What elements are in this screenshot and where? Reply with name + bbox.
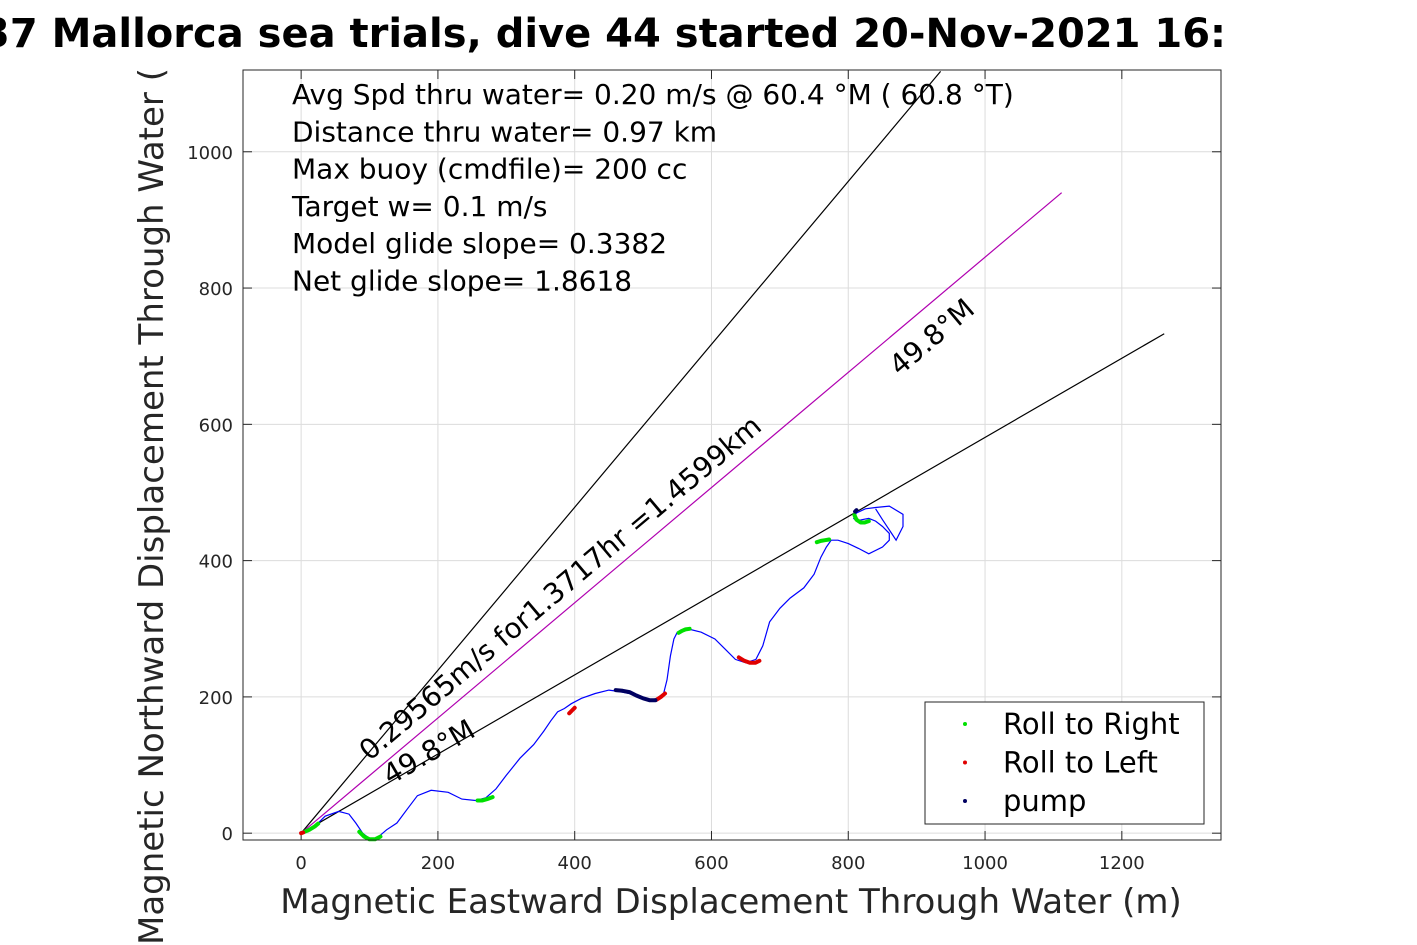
reference-lines (300, 70, 1165, 834)
marker-roll-to-right (357, 829, 383, 842)
chart-title: 37 Mallorca sea trials, dive 44 started … (0, 11, 1226, 57)
marker-pump (853, 508, 859, 514)
x-tick-label: 800 (831, 853, 865, 874)
info-text-block: Avg Spd thru water= 0.20 m/s @ 60.4 °M (… (291, 78, 1014, 298)
marker-roll-to-left (299, 830, 306, 836)
y-tick-label: 400 (199, 552, 233, 573)
info-line: Max buoy (cmdfile)= 200 cc (292, 153, 687, 186)
legend-marker (963, 799, 967, 803)
axis-ticks (243, 70, 1221, 840)
marker-roll-to-left (736, 655, 762, 665)
y-tick-label: 1000 (187, 143, 233, 164)
legend-label: Roll to Left (1003, 746, 1158, 780)
x-axis-label: Magnetic Eastward Displacement Through W… (280, 882, 1182, 922)
legend-label: pump (1003, 784, 1086, 818)
y-tick-labels: 0 200 400 600 800 1000 (187, 143, 233, 845)
plot-frame (242, 69, 1222, 841)
x-tick-label: 600 (694, 853, 728, 874)
marker-roll-to-left (654, 691, 667, 702)
y-tick-label: 800 (199, 279, 233, 300)
legend-label: Roll to Right (1003, 707, 1180, 741)
marker-roll-to-right (852, 513, 871, 525)
marker-roll-to-right (475, 795, 495, 803)
x-tick-label: 1200 (1099, 853, 1145, 874)
info-line: Distance thru water= 0.97 km (292, 115, 717, 148)
y-axis-label: Magnetic Northward Displacement Through … (132, 68, 172, 945)
x-tick-label: 200 (421, 853, 455, 874)
grid (243, 70, 1221, 840)
legend-box (924, 701, 1205, 825)
info-line: Target w= 0.1 m/s (291, 190, 548, 223)
reference-line-middle (300, 192, 1063, 834)
marker-roll-to-right (676, 626, 692, 635)
legend: Roll to Right Roll to Left pump (924, 701, 1205, 825)
x-tick-label: 1000 (962, 853, 1008, 874)
marker-roll-to-left (567, 705, 577, 716)
marker-series (299, 508, 871, 842)
info-line: Model glide slope= 0.3382 (292, 227, 667, 260)
reference-line-upper (300, 70, 942, 834)
x-tick-label: 0 (295, 853, 306, 874)
marker-pump (613, 688, 658, 703)
reference-line-lower (300, 333, 1165, 834)
marker-roll-to-right (814, 537, 832, 545)
y-tick-label: 0 (222, 824, 233, 845)
info-line: Net glide slope= 1.8618 (292, 265, 632, 298)
legend-marker (963, 760, 967, 765)
x-tick-labels: 0 200 400 600 800 1000 1200 (295, 853, 1144, 874)
y-tick-label: 200 (199, 688, 233, 709)
y-tick-label: 600 (199, 415, 233, 436)
marker-roll-to-right (302, 821, 321, 834)
legend-marker (963, 722, 967, 726)
info-line: Avg Spd thru water= 0.20 m/s @ 60.4 °M (… (292, 78, 1014, 111)
x-tick-label: 400 (558, 853, 592, 874)
